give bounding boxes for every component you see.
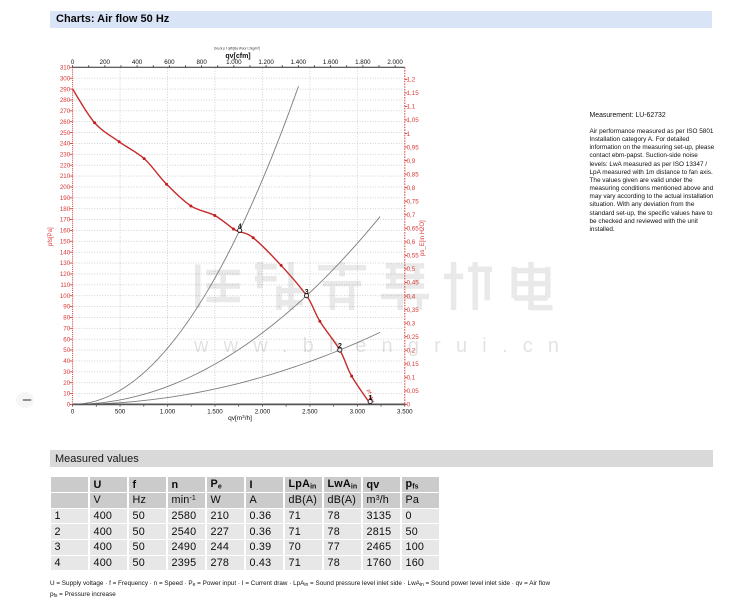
svg-text:0,85: 0,85 bbox=[407, 171, 420, 178]
svg-text:240: 240 bbox=[60, 141, 71, 148]
svg-text:0,1: 0,1 bbox=[407, 375, 416, 382]
svg-text:0: 0 bbox=[67, 402, 71, 409]
svg-text:80: 80 bbox=[63, 315, 70, 322]
svg-text:160: 160 bbox=[60, 228, 71, 235]
svg-text:180: 180 bbox=[60, 206, 71, 213]
svg-text:140: 140 bbox=[60, 249, 71, 256]
svg-text:1,05: 1,05 bbox=[407, 117, 420, 124]
svg-text:90: 90 bbox=[63, 304, 70, 311]
svg-text:0,55: 0,55 bbox=[407, 253, 420, 260]
svg-text:1: 1 bbox=[407, 131, 411, 138]
svg-text:290: 290 bbox=[60, 86, 71, 93]
svg-text:www.bhengrui.cn: www.bhengrui.cn bbox=[193, 335, 559, 357]
svg-text:0: 0 bbox=[71, 59, 75, 66]
svg-text:1.000: 1.000 bbox=[226, 59, 242, 66]
svg-text:1.400: 1.400 bbox=[291, 59, 307, 66]
svg-text:200: 200 bbox=[60, 184, 71, 191]
svg-text:500: 500 bbox=[115, 409, 126, 416]
svg-text:170: 170 bbox=[60, 217, 71, 224]
svg-text:120: 120 bbox=[60, 271, 71, 278]
svg-text:0,7: 0,7 bbox=[407, 212, 416, 219]
svg-text:qv[m3/h]: qv[m3/h] bbox=[228, 414, 252, 422]
svg-text:130: 130 bbox=[60, 260, 71, 267]
svg-text:1.600: 1.600 bbox=[323, 59, 339, 66]
svg-text:200: 200 bbox=[100, 59, 111, 66]
svg-text:qv[cfm]: qv[cfm] bbox=[225, 53, 250, 60]
svg-text:0,15: 0,15 bbox=[407, 361, 420, 368]
svg-text:0,9: 0,9 bbox=[407, 158, 416, 165]
svg-text:10: 10 bbox=[63, 391, 70, 398]
svg-text:310: 310 bbox=[60, 65, 71, 72]
svg-text:1.500: 1.500 bbox=[207, 409, 223, 416]
svg-text:110: 110 bbox=[60, 282, 70, 289]
svg-text:20: 20 bbox=[63, 380, 70, 387]
svg-text:280: 280 bbox=[60, 97, 71, 104]
svg-text:2.000: 2.000 bbox=[387, 59, 403, 66]
svg-text:4: 4 bbox=[238, 224, 242, 231]
svg-text:100: 100 bbox=[60, 293, 71, 300]
svg-text:1: 1 bbox=[368, 395, 372, 402]
svg-text:0,3: 0,3 bbox=[407, 320, 416, 327]
svg-text:0: 0 bbox=[407, 402, 411, 409]
svg-text:230: 230 bbox=[60, 151, 71, 158]
svg-text:30: 30 bbox=[63, 369, 70, 376]
svg-text:0,95: 0,95 bbox=[407, 144, 420, 151]
svg-text:pfs[Pa]: pfs[Pa] bbox=[48, 227, 54, 246]
svg-text:0,6: 0,6 bbox=[407, 239, 416, 246]
svg-text:3.000: 3.000 bbox=[350, 409, 366, 416]
svg-text:1,2: 1,2 bbox=[407, 77, 416, 84]
svg-text:2.000: 2.000 bbox=[255, 409, 271, 416]
svg-text:70: 70 bbox=[63, 325, 70, 332]
svg-text:0,25: 0,25 bbox=[407, 334, 420, 341]
svg-text:270: 270 bbox=[60, 108, 71, 115]
svg-text:1.000: 1.000 bbox=[160, 409, 176, 416]
svg-text:0,45: 0,45 bbox=[407, 280, 420, 287]
svg-text:800: 800 bbox=[196, 59, 207, 66]
svg-text:400: 400 bbox=[132, 59, 143, 66]
svg-text:40: 40 bbox=[63, 358, 70, 365]
svg-text:1.200: 1.200 bbox=[258, 59, 274, 66]
svg-text:0,2: 0,2 bbox=[407, 347, 416, 354]
svg-text:1,1: 1,1 bbox=[407, 104, 416, 111]
svg-text:0,8: 0,8 bbox=[407, 185, 416, 192]
svg-text:0,05: 0,05 bbox=[407, 388, 420, 395]
svg-text:250: 250 bbox=[60, 130, 71, 137]
svg-text:pf stat: pf stat bbox=[365, 389, 375, 404]
svg-text:150: 150 bbox=[60, 238, 71, 245]
svg-text:0,75: 0,75 bbox=[407, 198, 420, 205]
svg-text:1.800: 1.800 bbox=[355, 59, 371, 66]
svg-text:60: 60 bbox=[63, 336, 70, 343]
svg-text:210: 210 bbox=[60, 173, 71, 180]
svg-text:1,15: 1,15 bbox=[407, 90, 420, 97]
svg-text:2.500: 2.500 bbox=[302, 409, 318, 416]
svg-text:50: 50 bbox=[63, 347, 70, 354]
svg-text:600: 600 bbox=[164, 59, 175, 66]
svg-text:300: 300 bbox=[60, 75, 71, 82]
svg-text:0,4: 0,4 bbox=[407, 293, 416, 300]
svg-text:ps_E[in H2O]: ps_E[in H2O] bbox=[420, 220, 426, 256]
svg-text:190: 190 bbox=[60, 195, 71, 202]
svg-text:2: 2 bbox=[338, 343, 342, 350]
svg-text:Druck p f qf/h[Ba Woor t.2kg/m: Druck p f qf/h[Ba Woor t.2kg/m³] bbox=[214, 47, 260, 51]
svg-text:0: 0 bbox=[71, 409, 75, 416]
svg-text:260: 260 bbox=[60, 119, 71, 126]
svg-text:0,5: 0,5 bbox=[407, 266, 416, 273]
svg-text:0,35: 0,35 bbox=[407, 307, 420, 314]
svg-text:0,65: 0,65 bbox=[407, 226, 420, 233]
svg-text:3.500: 3.500 bbox=[397, 409, 413, 416]
svg-text:3: 3 bbox=[305, 289, 309, 296]
svg-text:220: 220 bbox=[60, 162, 71, 169]
